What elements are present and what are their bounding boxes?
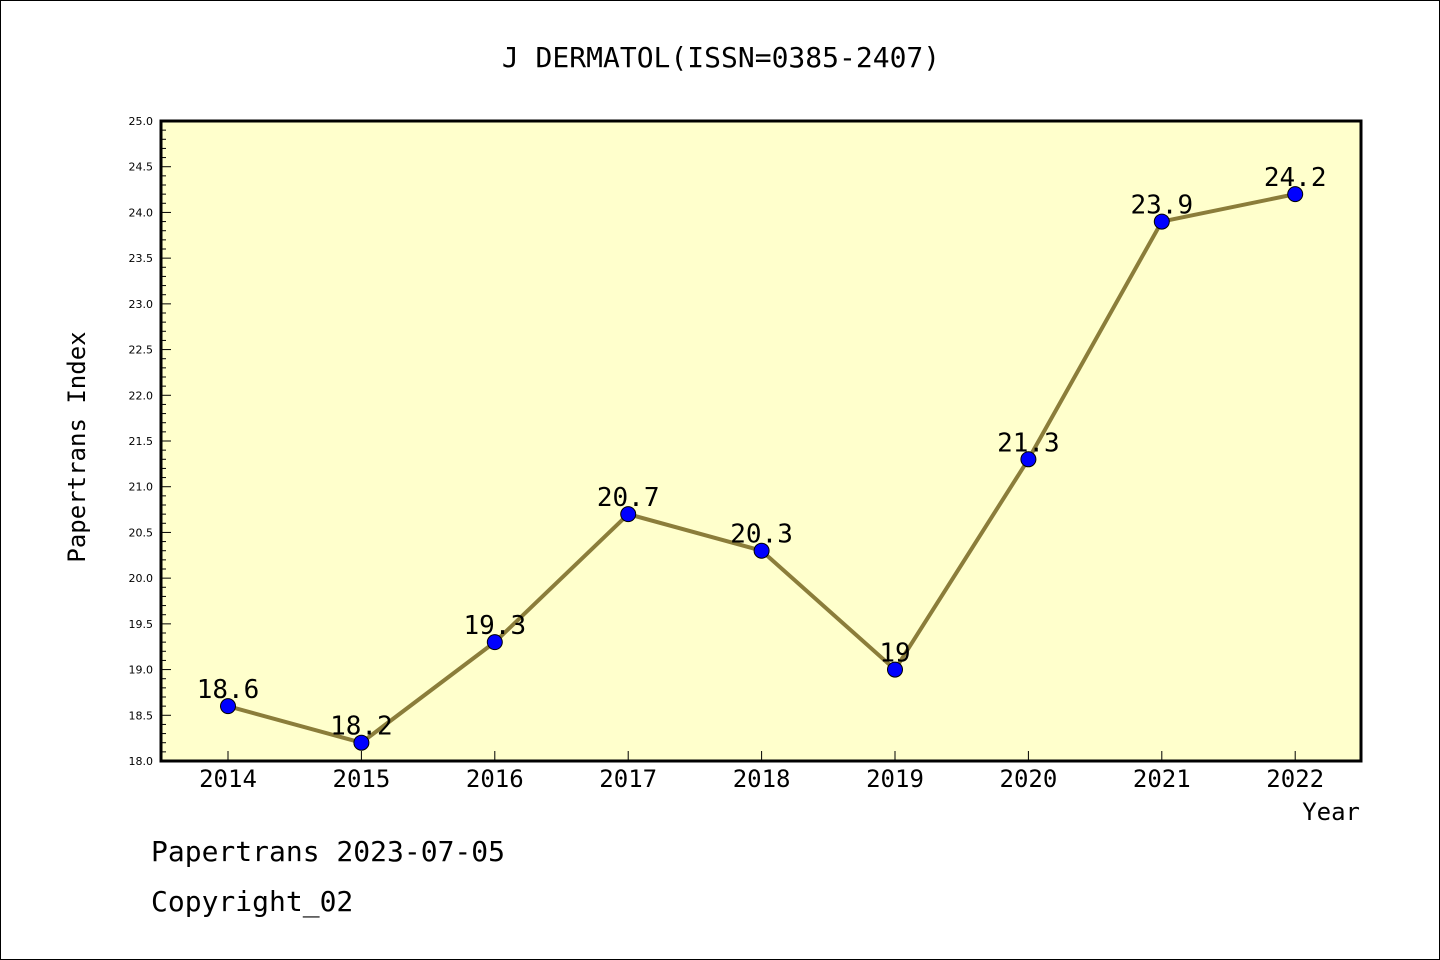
y-tick-label: 19.5 [129, 618, 154, 631]
series-markers [220, 186, 1304, 751]
footer-date: Papertrans 2023-07-05 [151, 835, 506, 868]
plot-border [159, 119, 1363, 763]
data-point [620, 506, 637, 523]
data-label: 19.3 [463, 611, 526, 641]
y-tick-label: 23.0 [129, 298, 154, 311]
x-tick-label: 2020 [1000, 765, 1058, 793]
y-tick-label: 19.0 [129, 664, 154, 677]
data-labels: 18.6 18.2 19.3 20.7 20.3 19 21.3 23.9 24.2 [197, 163, 1327, 742]
y-tick-label: 22.5 [129, 344, 154, 357]
data-label: 19 [879, 639, 910, 669]
data-label: 18.2 [330, 712, 393, 742]
x-axis: 2014 2015 2016 2017 2018 2019 2020 2021 2022 [199, 751, 1324, 793]
x-tick-label: 2016 [466, 765, 524, 793]
data-point [353, 734, 370, 751]
data-point [1153, 213, 1170, 230]
data-label: 20.7 [597, 483, 660, 513]
data-point [220, 698, 236, 715]
data-point [753, 542, 770, 559]
x-axis-label: Year [1302, 798, 1360, 826]
y-axis-label: Papertrans Index [63, 331, 91, 562]
y-tick-label: 20.0 [129, 572, 154, 585]
data-label: 23.9 [1130, 191, 1193, 221]
y-axis: 18.0 18.5 19.0 19.5 20.0 20.5 21.0 21.5 22.0 22.5… [129, 115, 171, 768]
data-point [1020, 451, 1037, 468]
y-tick-label: 18.0 [129, 755, 154, 768]
data-point [887, 661, 903, 678]
y-tick-label: 20.5 [129, 526, 154, 539]
y-tick-label: 24.5 [129, 161, 154, 174]
y-tick-label: 18.5 [129, 709, 154, 722]
data-label: 24.2 [1264, 163, 1327, 193]
x-tick-label: 2019 [866, 765, 924, 793]
data-label: 20.3 [730, 520, 793, 550]
y-tick-label: 25.0 [129, 115, 154, 128]
data-point [486, 634, 503, 651]
y-tick-label: 21.0 [129, 481, 154, 494]
data-label: 18.6 [197, 675, 260, 705]
y-tick-label: 24.0 [129, 206, 154, 219]
x-tick-label: 2018 [733, 765, 791, 793]
y-tick-label: 21.5 [129, 435, 154, 448]
chart-title: J DERMATOL(ISSN=0385-2407) [502, 41, 940, 74]
x-tick-label: 2017 [599, 765, 657, 793]
data-point [1287, 186, 1304, 203]
footer-copyright: Copyright_02 [151, 885, 354, 918]
y-tick-label: 22.0 [129, 389, 154, 402]
y-tick-label: 23.5 [129, 252, 154, 265]
data-label: 21.3 [997, 428, 1060, 458]
x-tick-label: 2014 [199, 765, 257, 793]
x-tick-label: 2022 [1266, 765, 1324, 793]
x-tick-label: 2015 [333, 765, 391, 793]
x-tick-label: 2021 [1133, 765, 1191, 793]
